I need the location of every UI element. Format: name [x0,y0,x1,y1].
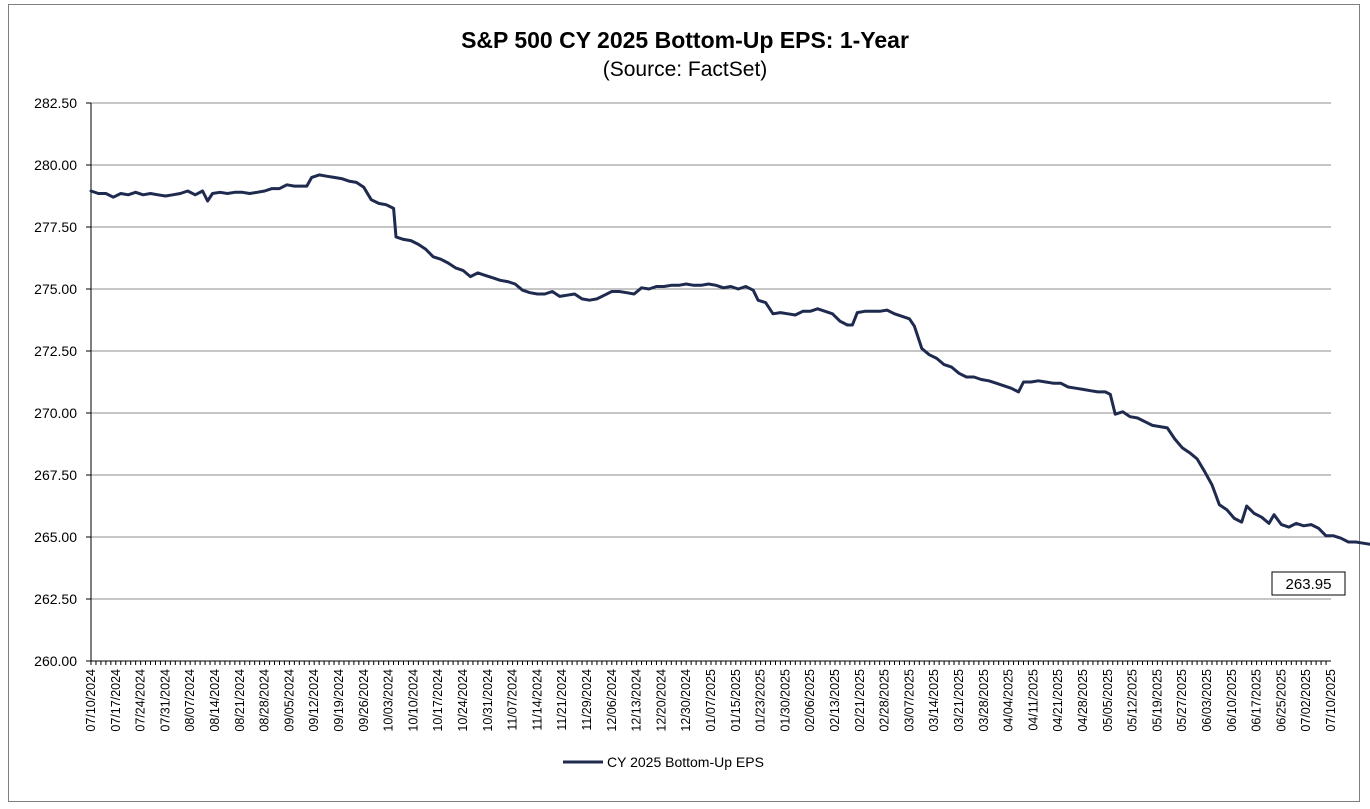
chart-subtitle: (Source: FactSet) [602,58,768,81]
y-tick-label: 282.50 [34,95,77,111]
x-tick-label: 08/07/2024 [183,669,197,732]
x-tick-label: 12/20/2024 [654,669,668,732]
x-tick-label: 09/26/2024 [357,669,371,732]
x-tick-label: 03/28/2025 [977,669,991,732]
x-tick-label: 06/03/2025 [1200,669,1214,732]
x-tick-label: 01/23/2025 [754,669,768,732]
legend: CY 2025 Bottom-Up EPS [563,754,764,770]
x-tick-label: 04/28/2025 [1076,669,1090,732]
x-tick-label: 11/07/2024 [506,669,520,731]
x-tick-label: 02/28/2025 [878,669,892,732]
y-tick-label: 275.00 [34,281,77,297]
y-tick-label: 270.00 [34,405,77,421]
x-tick-label: 10/03/2024 [382,669,396,732]
x-tick-label: 05/19/2025 [1150,669,1164,732]
y-tick-label: 280.00 [34,157,77,173]
x-axis: 07/10/2024 07/17/2024 07/24/2024 07/31/2024… [84,660,1338,732]
x-tick-label: 09/12/2024 [307,669,321,732]
plot-area [89,173,1370,546]
y-tick-label: 262.50 [34,591,77,607]
y-tick-label: 260.00 [34,653,77,669]
x-tick-label: 01/15/2025 [729,669,743,732]
x-tick-label: 08/28/2024 [258,669,272,732]
x-tick-label: 06/10/2025 [1225,669,1239,732]
chart-title: S&P 500 CY 2025 Bottom-Up EPS: 1-Year [461,27,909,53]
legend-label: CY 2025 Bottom-Up EPS [607,754,764,770]
x-tick-label: 07/10/2024 [84,669,98,732]
x-tick-label: 08/14/2024 [208,669,222,732]
x-tick-label: 10/17/2024 [431,669,445,732]
x-tick-label: 04/21/2025 [1051,669,1065,732]
x-tick-label: 03/07/2025 [902,669,916,732]
chart-frame [8,4,1360,802]
x-tick-label: 11/14/2024 [530,669,544,731]
y-tick-label: 267.50 [34,467,77,483]
x-tick-label: 11/29/2024 [580,669,594,731]
gridlines [91,102,1331,662]
last-value-box [1271,571,1346,596]
x-tick-label: 04/04/2025 [1002,669,1016,732]
x-tick-label: 04/11/2025 [1026,669,1040,731]
x-tick-label: 07/31/2024 [158,669,172,732]
x-tick-label: 03/14/2025 [927,669,941,732]
y-tick-label: 277.50 [34,219,77,235]
x-tick-label: 06/17/2025 [1250,669,1264,732]
x-tick-label: 09/19/2024 [332,669,346,732]
x-tick-label: 07/10/2025 [1324,669,1338,732]
x-tick-label: 08/21/2024 [233,669,247,732]
x-tick-label: 07/02/2025 [1299,669,1313,732]
x-tick-label: 07/17/2024 [109,669,123,732]
x-tick-label: 05/27/2025 [1175,669,1189,732]
x-tick-label: 12/06/2024 [605,669,619,732]
x-tick-label: 01/30/2025 [778,669,792,732]
last-value-label: 263.95 [1286,576,1332,593]
x-tick-label: 05/05/2025 [1101,669,1115,732]
x-tick-label: 10/10/2024 [406,669,420,732]
x-tick-label: 09/05/2024 [282,669,296,732]
x-tick-label: 03/21/2025 [952,669,966,732]
x-tick-label: 07/24/2024 [134,669,148,732]
x-tick-label: 02/06/2025 [803,669,817,732]
y-tick-label: 265.00 [34,529,77,545]
x-tick-label: 02/13/2025 [828,669,842,732]
x-tick-label: 12/13/2024 [630,669,644,732]
x-tick-label: 05/12/2025 [1126,669,1140,732]
x-tick-label: 10/31/2024 [481,669,495,732]
y-axis: 260.00 262.50 265.00 267.50 270.00 272.50 275.… [34,95,92,669]
x-tick-label: 01/07/2025 [704,669,718,732]
last-value-callout: 263.95 [1271,571,1346,596]
y-tick-label: 272.50 [34,343,77,359]
x-tick-label: 12/30/2024 [679,669,693,732]
x-tick-label: 02/21/2025 [853,669,867,732]
series-line-eps [89,173,1370,546]
x-tick-label: 10/24/2024 [456,669,470,732]
x-tick-label: 11/21/2024 [555,669,569,731]
x-tick-label: 06/25/2025 [1274,669,1288,732]
